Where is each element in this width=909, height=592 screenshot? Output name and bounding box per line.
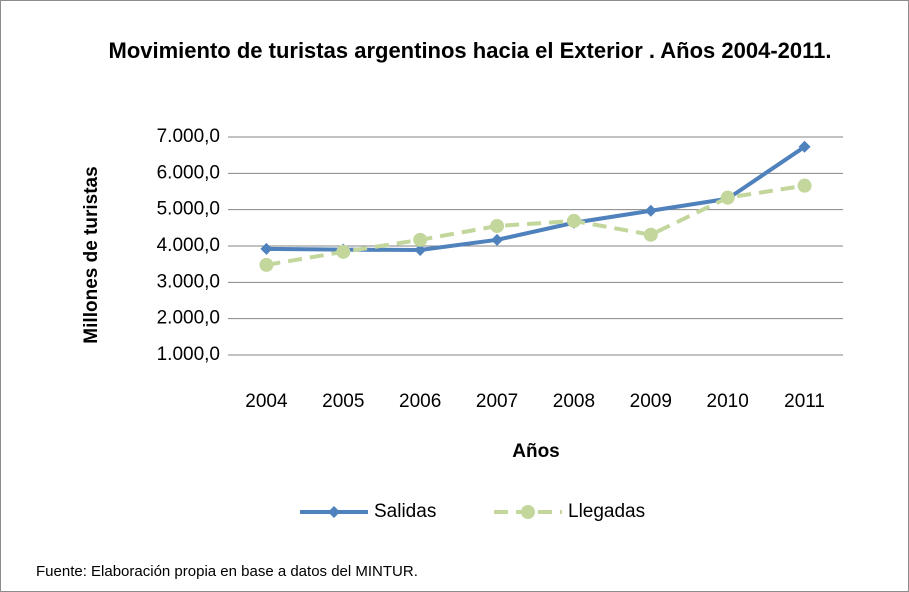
x-tick-label: 2004 [245,391,288,412]
data-point [797,178,812,193]
x-tick-label: 2010 [707,391,749,412]
source-note: Fuente: Elaboración propia en base a dat… [36,563,418,580]
data-point [491,233,504,246]
legend-label: Salidas [374,501,436,522]
data-point [644,204,657,217]
y-axis-label: Millones de turistas [81,166,102,343]
data-point [798,140,811,153]
y-tick-label: 7.000,0 [157,126,220,147]
data-point [566,213,581,228]
data-point [643,227,658,242]
x-tick-label: 2007 [476,391,518,412]
y-tick-label: 6.000,0 [157,162,220,183]
x-axis-label: Años [512,441,560,462]
y-tick-label: 3.000,0 [157,271,220,292]
data-point [490,219,505,234]
data-point [259,257,274,272]
y-tick-label: 5.000,0 [157,199,220,220]
chart-title: Movimiento de turistas argentinos hacia … [108,38,832,63]
y-tick-label: 1.000,0 [157,344,220,365]
x-tick-label: 2011 [784,391,825,412]
data-point [413,232,428,247]
x-tick-label: 2006 [399,391,441,412]
x-tick-label: 2005 [322,391,364,412]
data-point [414,243,427,256]
x-tick-label: 2009 [630,391,672,412]
y-tick-label: 2.000,0 [157,308,220,329]
legend-marker [521,505,535,519]
data-point [720,190,735,205]
y-tick-label: 4.000,0 [157,235,220,256]
data-point [336,244,351,259]
legend-label: Llegadas [568,501,645,522]
x-tick-label: 2008 [553,391,595,412]
legend-marker [328,506,340,518]
series-line [266,183,805,267]
data-point [260,242,273,255]
